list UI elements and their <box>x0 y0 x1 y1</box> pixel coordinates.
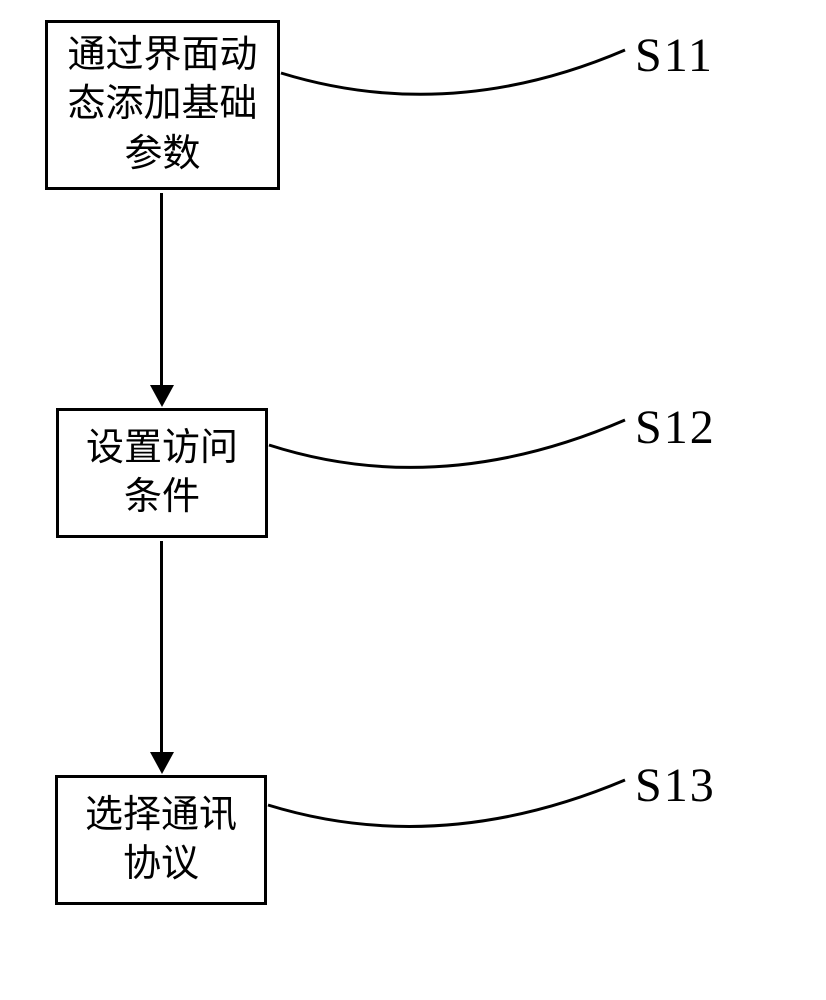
connector-curve-3 <box>0 0 826 1000</box>
step-label-3: S13 <box>635 758 716 813</box>
flowchart-container: 通过界面动 态添加基础 参数 S11 设置访问 条件 S12 选择通讯 协议 S… <box>0 0 826 1000</box>
